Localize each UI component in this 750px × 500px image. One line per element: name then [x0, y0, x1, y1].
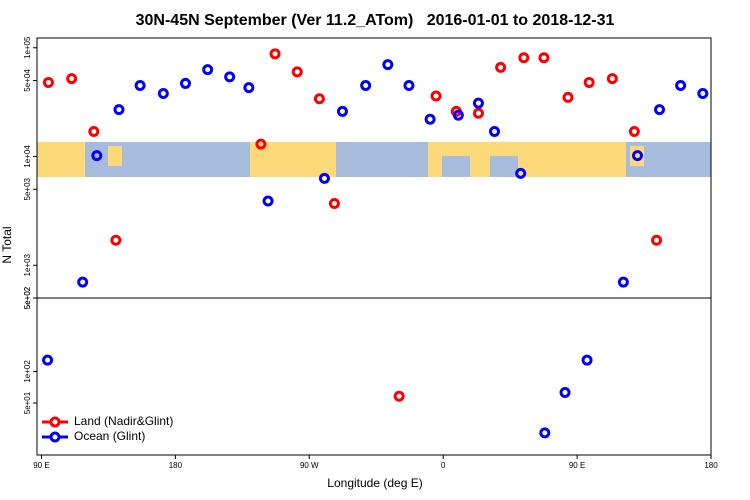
- data-point: [559, 386, 571, 398]
- chart-title: 30N-45N September (Ver 11.2_ATom) 2016-0…: [136, 12, 615, 29]
- data-point: [291, 66, 303, 78]
- y-tick-label: 1e+05: [23, 36, 32, 59]
- data-point: [430, 90, 442, 102]
- y-tick-label: 1e+03: [23, 253, 32, 276]
- data-point: [318, 172, 330, 184]
- data-point: [583, 76, 595, 88]
- data-point: [328, 197, 340, 209]
- data-point: [202, 64, 214, 76]
- data-point: [393, 390, 405, 402]
- x-tick-label: 0: [441, 461, 446, 470]
- data-point: [66, 73, 78, 85]
- map-strip: [37, 142, 711, 177]
- y-tick-label: 5e+04: [23, 69, 32, 92]
- y-tick-label: 1e+04: [23, 145, 32, 168]
- x-tick-label: 180: [169, 461, 183, 470]
- data-point: [113, 104, 125, 116]
- data-point: [110, 234, 122, 246]
- legend-marker: [49, 431, 61, 443]
- data-point: [382, 59, 394, 71]
- data-point: [472, 97, 484, 109]
- x-tick-label: 90 E: [569, 461, 585, 470]
- data-point: [697, 87, 709, 99]
- data-point: [651, 234, 663, 246]
- data-point: [243, 82, 255, 94]
- plot-frame: [36, 37, 712, 456]
- y-tick-label: 5e+01: [23, 391, 32, 414]
- data-point: [77, 276, 89, 288]
- legend-marker: [49, 416, 61, 428]
- data-point: [224, 71, 236, 83]
- data-point: [179, 77, 191, 89]
- data-point: [495, 61, 507, 73]
- y-axis-label: N Total: [0, 226, 14, 263]
- y-tick-label: 5e+02: [23, 286, 32, 309]
- y-tick-label: 1e+02: [23, 360, 32, 383]
- data-point: [654, 104, 666, 116]
- data-point: [452, 109, 464, 121]
- x-tick-label: 90 W: [300, 461, 319, 470]
- data-point: [91, 150, 103, 162]
- x-tick-label: 90 E: [33, 461, 49, 470]
- data-point: [515, 167, 527, 179]
- data-point: [157, 87, 169, 99]
- data-point: [360, 79, 372, 91]
- data-point: [42, 354, 54, 366]
- y-tick-label: 5e+02: [23, 286, 32, 309]
- data-point: [631, 150, 643, 162]
- data-point: [336, 105, 348, 117]
- data-point: [606, 73, 618, 85]
- data-point: [628, 125, 640, 137]
- data-point: [581, 354, 593, 366]
- data-point: [562, 91, 574, 103]
- data-point: [538, 52, 550, 64]
- x-tick-label: 180: [704, 461, 718, 470]
- data-point: [424, 113, 436, 125]
- data-point: [518, 52, 530, 64]
- legend-label: Land (Nadir&Glint): [74, 414, 173, 428]
- x-axis-label: Longitude (deg E): [327, 476, 422, 490]
- data-point: [472, 107, 484, 119]
- data-point: [617, 276, 629, 288]
- data-point: [313, 93, 325, 105]
- data-point: [489, 125, 501, 137]
- data-point: [403, 79, 415, 91]
- data-point: [539, 427, 551, 439]
- data-point: [269, 48, 281, 60]
- data-point: [255, 138, 267, 150]
- data-point: [88, 125, 100, 137]
- legend-label: Ocean (Glint): [74, 429, 145, 443]
- data-point: [134, 79, 146, 91]
- data-point: [42, 76, 54, 88]
- y-tick-label: 5e+03: [23, 177, 32, 200]
- data-point: [675, 79, 687, 91]
- data-point: [262, 195, 274, 207]
